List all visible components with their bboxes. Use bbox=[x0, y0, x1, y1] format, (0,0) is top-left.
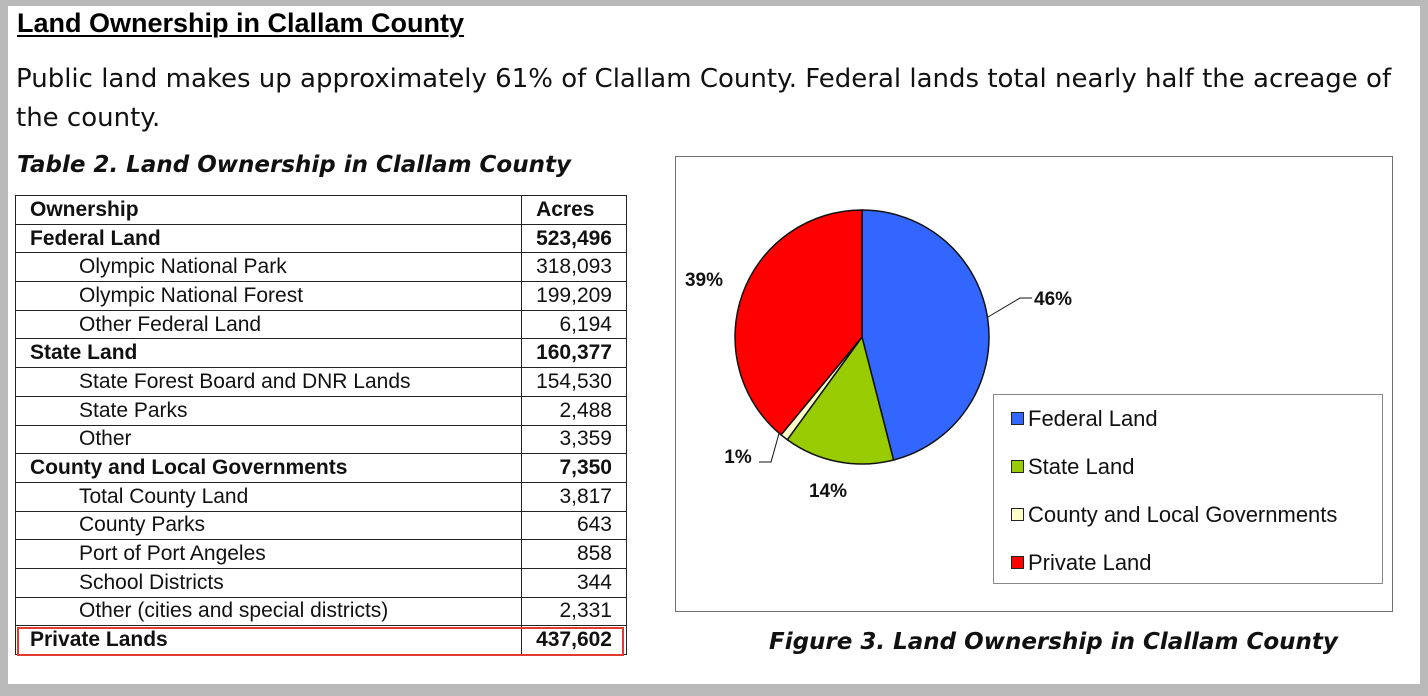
table-row: Other 3,359 bbox=[14, 424, 627, 455]
legend-swatch bbox=[1011, 412, 1024, 426]
acres-cell: 7,350 bbox=[521, 453, 627, 483]
table-row: Olympic National Park 318,093 bbox=[14, 252, 627, 283]
acres-cell: 643 bbox=[521, 510, 627, 541]
pie-chart-frame: 46% 14% 1% 39% Federal Land State Land County… bbox=[675, 156, 1393, 612]
pie-data-label: 14% bbox=[809, 481, 847, 502]
acres-cell: 858 bbox=[521, 539, 627, 569]
acres-cell: 199,209 bbox=[521, 281, 627, 311]
table-row: Federal Land 523,496 bbox=[14, 223, 627, 254]
acres-cell: 318,093 bbox=[521, 252, 627, 283]
intro-paragraph: Public land makes up approximately 61% o… bbox=[16, 64, 1392, 133]
acres-cell: 160,377 bbox=[521, 338, 627, 369]
land-ownership-table: Ownership Acres Federal Land 523,496 Olymp… bbox=[14, 195, 627, 655]
ownership-cell: Olympic National Park bbox=[14, 252, 523, 283]
table-row: Other Federal Land 6,194 bbox=[14, 309, 627, 340]
ownership-cell: County and Local Governments bbox=[14, 453, 523, 483]
table-row: Private Lands 437,602 bbox=[14, 625, 627, 655]
table-body: Federal Land 523,496 Olympic National Park… bbox=[14, 223, 627, 655]
leader-line bbox=[987, 297, 1032, 318]
table-header-row: Ownership Acres bbox=[14, 195, 627, 225]
legend-label: County and Local Governments bbox=[1028, 502, 1338, 527]
leader-line bbox=[759, 429, 781, 463]
pie-slice-private-land bbox=[734, 209, 863, 436]
pie-chart: 46% 14% 1% 39% bbox=[685, 209, 1072, 502]
acres-cell: 437,602 bbox=[521, 625, 627, 655]
table-row: Other (cities and special districts) 2,33… bbox=[14, 596, 627, 627]
table-row: Port of Port Angeles 858 bbox=[14, 539, 627, 569]
legend-item: Federal Land bbox=[1011, 406, 1158, 432]
column-header-acres: Acres bbox=[521, 195, 627, 225]
acres-cell: 154,530 bbox=[521, 367, 627, 397]
legend-item: County and Local Governments bbox=[1011, 502, 1337, 528]
chart-legend: Federal Land State Land County and Local G… bbox=[993, 394, 1383, 584]
table-row: State Forest Board and DNR Lands 154,530 bbox=[14, 367, 627, 397]
pie-slice-state-land bbox=[786, 335, 895, 465]
column-header-ownership: Ownership bbox=[14, 195, 523, 225]
legend-label: Private Land bbox=[1028, 550, 1152, 575]
legend-swatch bbox=[1011, 508, 1024, 522]
table-row: State Land 160,377 bbox=[14, 338, 627, 369]
table-row: State Parks 2,488 bbox=[14, 395, 627, 426]
acres-cell: 344 bbox=[521, 567, 627, 598]
ownership-cell: County Parks bbox=[14, 510, 523, 541]
ownership-cell: State Parks bbox=[14, 395, 523, 426]
acres-cell: 2,331 bbox=[521, 596, 627, 627]
ownership-cell: State Forest Board and DNR Lands bbox=[14, 367, 523, 397]
acres-cell: 523,496 bbox=[521, 223, 627, 254]
table-row: County Parks 643 bbox=[14, 510, 627, 541]
pie-data-label: 46% bbox=[1034, 289, 1072, 310]
pie-data-label: 39% bbox=[685, 270, 723, 291]
legend-item: Private Land bbox=[1011, 550, 1152, 576]
ownership-cell: Other bbox=[14, 424, 523, 455]
document-page: Land Ownership in Clallam County Public … bbox=[8, 6, 1420, 684]
ownership-cell: State Land bbox=[14, 338, 523, 369]
ownership-cell: Olympic National Forest bbox=[14, 281, 523, 311]
ownership-cell: Private Lands bbox=[14, 625, 523, 655]
ownership-cell: Other (cities and special districts) bbox=[14, 596, 523, 627]
acres-cell: 3,817 bbox=[521, 481, 627, 512]
ownership-cell: Total County Land bbox=[14, 481, 523, 512]
ownership-cell: School Districts bbox=[14, 567, 523, 598]
pie-data-label: 1% bbox=[724, 447, 752, 468]
page-heading: Land Ownership in Clallam County bbox=[17, 8, 465, 38]
table-row: Olympic National Forest 199,209 bbox=[14, 281, 627, 311]
ownership-cell: Federal Land bbox=[14, 223, 523, 254]
acres-cell: 3,359 bbox=[521, 424, 627, 455]
ownership-cell: Port of Port Angeles bbox=[14, 539, 523, 569]
table-row: Total County Land 3,817 bbox=[14, 481, 627, 512]
acres-cell: 6,194 bbox=[521, 309, 627, 340]
table-row: School Districts 344 bbox=[14, 567, 627, 598]
table-row: County and Local Governments 7,350 bbox=[14, 453, 627, 483]
legend-item: State Land bbox=[1011, 454, 1134, 480]
figure-caption: Figure 3. Land Ownership in Clallam Coun… bbox=[769, 629, 1338, 655]
table-caption: Table 2. Land Ownership in Clallam Count… bbox=[17, 152, 571, 178]
acres-cell: 2,488 bbox=[521, 395, 627, 426]
legend-label: Federal Land bbox=[1028, 406, 1158, 431]
ownership-cell: Other Federal Land bbox=[14, 309, 523, 340]
legend-swatch bbox=[1011, 556, 1024, 570]
legend-label: State Land bbox=[1028, 454, 1135, 479]
pie-slice-federal-land bbox=[861, 209, 990, 461]
legend-swatch bbox=[1011, 460, 1024, 474]
